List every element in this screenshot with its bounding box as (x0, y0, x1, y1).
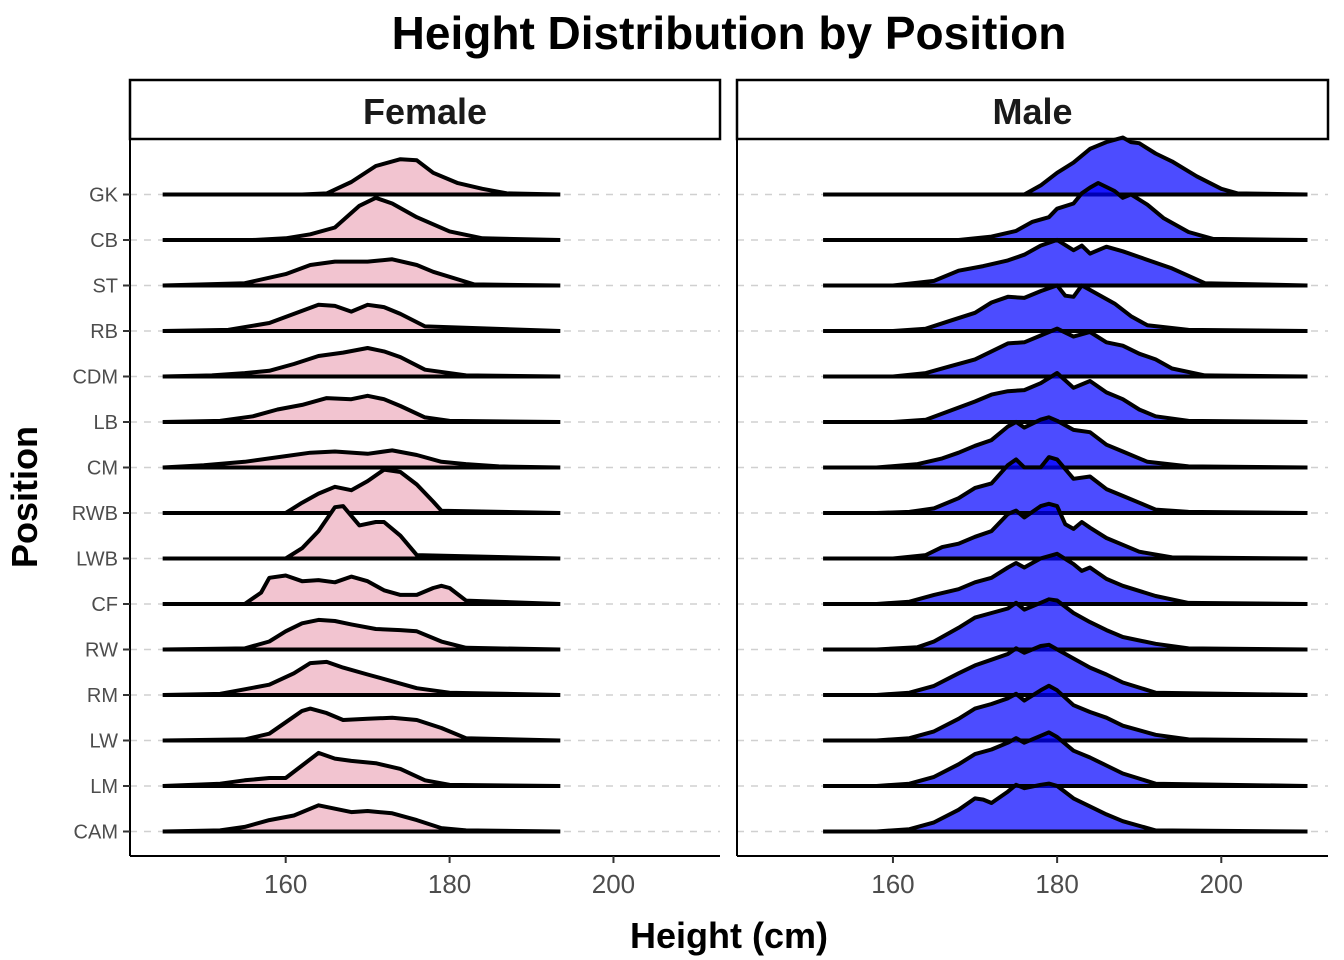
ridge-fill-female-rw (162, 619, 561, 650)
ridge-outline-female-lw (162, 706, 561, 743)
y-tick-label-lwb: LWB (76, 549, 118, 571)
ridge-outline-female-cf (162, 573, 561, 606)
ridge-fill-female-lwb (162, 506, 561, 559)
y-tick-label-gk: GK (89, 185, 119, 207)
y-tick-label-cb: CB (90, 230, 118, 252)
ridge-outline-male-lb (823, 371, 1308, 424)
ridge-outline-male-rwb (823, 455, 1308, 515)
facet-strip-male (735, 78, 1330, 141)
ridge-fill-female-st (162, 259, 561, 286)
ridge-fill-male-gk (823, 137, 1308, 195)
facet-strip-female (128, 78, 722, 141)
ridge-fill-female-cm (162, 450, 561, 468)
ridge-fill-male-cb (823, 183, 1308, 240)
x-tick-label-female-160: 160 (264, 869, 307, 899)
ridge-outline-female-rwb (162, 467, 561, 515)
y-tick-label-rb: RB (90, 321, 118, 343)
ridge-fill-male-lwb (823, 503, 1308, 559)
x-tick-label-male-160: 160 (871, 869, 914, 899)
ridge-outline-male-cdm (823, 326, 1308, 379)
ridge-outline-female-cdm (162, 346, 561, 379)
y-tick-label-lb: LB (94, 412, 118, 434)
ridge-fill-female-cb (162, 197, 561, 240)
ridge-fill-female-lm (162, 752, 561, 786)
ridge-outline-female-lwb (162, 504, 561, 561)
ridge-outline-male-cf (823, 551, 1308, 606)
ridge-outline-male-rw (823, 597, 1308, 652)
ridge-outline-male-cm (823, 415, 1308, 470)
x-tick-label-female-180: 180 (428, 869, 471, 899)
y-tick-label-cf: CF (91, 594, 118, 616)
ridge-outline-female-cam (162, 803, 561, 834)
ridge-fill-female-cdm (162, 348, 561, 377)
ridge-outline-female-st (162, 257, 561, 288)
ridge-outline-male-rb (823, 283, 1308, 333)
ridge-fill-male-cm (823, 417, 1308, 468)
chart-title: Height Distribution by Position (391, 7, 1067, 59)
ridge-fill-male-lb (823, 373, 1308, 422)
ridge-outline-male-st (823, 237, 1308, 288)
x-tick-label-female-200: 200 (592, 869, 635, 899)
y-tick-label-cam: CAM (74, 822, 118, 844)
ridge-fill-female-rwb (162, 469, 561, 513)
y-tick-label-rm: RM (87, 685, 118, 707)
ridge-fill-male-cdm (823, 328, 1308, 377)
y-tick-label-st: ST (92, 276, 118, 298)
ridge-outline-female-rb (162, 302, 561, 333)
ridge-fill-male-st (823, 239, 1308, 286)
ridge-fill-male-cam (823, 783, 1308, 832)
y-tick-label-rw: RW (85, 640, 118, 662)
ridge-outline-female-cm (162, 448, 561, 470)
ridge-outline-female-lm (162, 750, 561, 788)
x-tick-label-male-200: 200 (1200, 869, 1243, 899)
ridge-fill-female-lb (162, 395, 561, 422)
ridge-outline-female-rm (162, 659, 561, 697)
x-tick-label-male-180: 180 (1035, 869, 1078, 899)
y-tick-label-cdm: CDM (72, 367, 118, 389)
ridge-outline-male-rm (823, 642, 1308, 697)
ridge-fill-male-cf (823, 553, 1308, 604)
ridge-outline-male-cam (823, 781, 1308, 834)
ridge-outline-male-gk (823, 135, 1308, 197)
ridge-fill-male-rwb (823, 457, 1308, 513)
y-tick-label-cm: CM (87, 458, 118, 480)
ridge-outline-male-lm (823, 730, 1308, 788)
ridge-outline-male-lwb (823, 501, 1308, 561)
x-axis-title: Height (cm) (630, 915, 828, 956)
ridge-fill-female-rm (162, 661, 561, 695)
ridge-fill-female-lw (162, 708, 561, 741)
ridge-fill-male-rb (823, 285, 1308, 331)
y-axis-title: Position (4, 426, 45, 568)
ridge-outline-male-lw (823, 683, 1308, 743)
ridge-outline-male-cb (823, 181, 1308, 242)
ridge-outline-female-rw (162, 617, 561, 652)
y-tick-label-rwb: RWB (72, 503, 118, 525)
y-tick-label-lm: LM (90, 776, 118, 798)
facet-label-female: Female (363, 91, 487, 132)
y-tick-label-lw: LW (89, 731, 118, 753)
ridge-fill-female-cam (162, 805, 561, 832)
ridge-outline-female-lb (162, 393, 561, 424)
facet-label-male: Male (992, 91, 1072, 132)
